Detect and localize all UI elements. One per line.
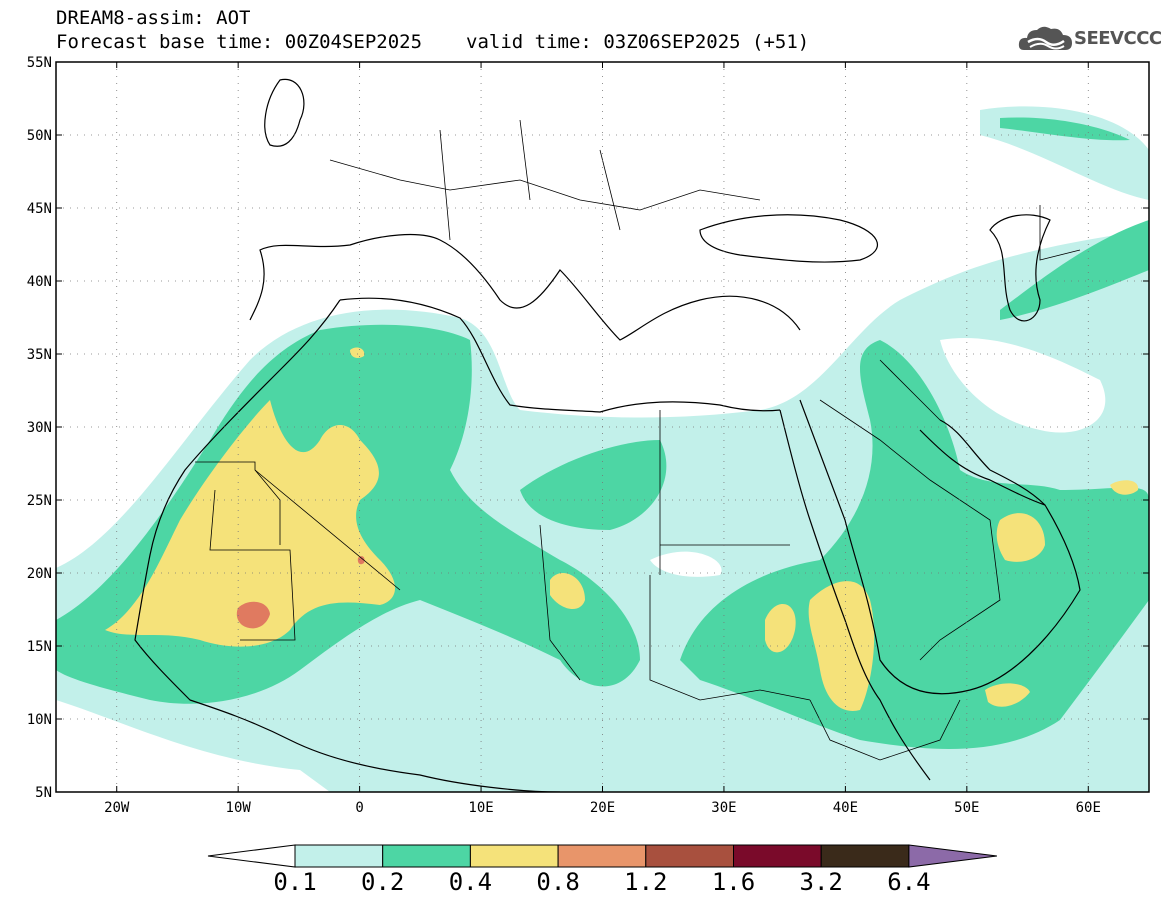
lat-tick-label: 50N bbox=[27, 128, 52, 144]
border-europe bbox=[329, 119, 761, 241]
coastlines bbox=[134, 78, 1081, 792]
colorbar-segment bbox=[645, 844, 734, 868]
border-algeria-mali bbox=[254, 469, 401, 591]
aot-band-high-chad bbox=[550, 572, 585, 610]
lon-tick-label: 60E bbox=[1076, 800, 1101, 816]
colorbar-label: 3.2 bbox=[799, 868, 843, 896]
coast-west-africa bbox=[134, 299, 561, 792]
map-header: DREAM8-assim: AOT Forecast base time: 00… bbox=[56, 6, 809, 54]
colorbar-segment bbox=[382, 844, 471, 868]
colorbar-over-triangle bbox=[908, 844, 997, 868]
lat-tick-label: 20N bbox=[27, 566, 52, 582]
valid-time: valid time: 03Z06SEP2025 (+51) bbox=[466, 31, 810, 53]
border-libya-chad bbox=[539, 524, 581, 681]
time-row: Forecast base time: 00Z04SEP2025 valid ti… bbox=[56, 30, 809, 54]
lat-ticks: 5N 10N 15N 20N 25N 30N 35N 40N 45N 50N 55N bbox=[27, 55, 1149, 801]
seevccc-logo: SEEVCCC bbox=[1018, 22, 1162, 58]
colorbar-segment bbox=[557, 844, 647, 868]
border-mauritania bbox=[209, 489, 296, 641]
aot-band-mid-caspian bbox=[1000, 220, 1149, 320]
lon-tick-label: 10E bbox=[468, 800, 493, 816]
lon-tick-label: 20W bbox=[104, 800, 130, 816]
colorbar-label: 1.6 bbox=[711, 868, 756, 896]
colorbar-label: 6.4 bbox=[887, 868, 931, 896]
aot-band-high-morocco bbox=[350, 347, 365, 358]
coast-caspian bbox=[989, 214, 1051, 322]
colorbar-under-triangle bbox=[207, 844, 296, 868]
colorbar bbox=[207, 844, 997, 868]
aot-band-peak-mali bbox=[236, 601, 270, 629]
lat-tick-label: 25N bbox=[27, 493, 52, 509]
lon-tick-label: 20E bbox=[590, 800, 615, 816]
border-ethiopia bbox=[809, 699, 961, 761]
lon-tick-label: 40E bbox=[833, 800, 858, 816]
map-title: DREAM8-assim: AOT bbox=[56, 7, 251, 29]
border-saudi bbox=[819, 399, 1001, 661]
border-sudan bbox=[649, 575, 811, 701]
aot-band-peak-algeria bbox=[357, 556, 365, 565]
lat-tick-label: 15N bbox=[27, 639, 52, 655]
aot-band-mid-north bbox=[1000, 117, 1130, 141]
lat-tick-label: 10N bbox=[27, 712, 52, 728]
aot-band-mid-libya bbox=[520, 440, 667, 530]
coast-persian-gulf bbox=[919, 429, 1046, 506]
aot-band-high-gulf bbox=[1110, 480, 1139, 495]
clear-area-sahel bbox=[650, 551, 722, 577]
clear-area-arabia bbox=[940, 338, 1106, 433]
lat-tick-label: 5N bbox=[35, 785, 52, 801]
colorbar-label: 1.2 bbox=[624, 868, 668, 896]
lat-tick-label: 35N bbox=[27, 347, 52, 363]
lon-tick-label: 50E bbox=[954, 800, 979, 816]
lat-tick-label: 40N bbox=[27, 274, 52, 290]
clear-area-south bbox=[56, 700, 330, 792]
coast-britain bbox=[264, 78, 305, 147]
lon-ticks: 20W 10W 0 10E 20E 30E 40E 50E 60E bbox=[104, 62, 1101, 816]
logo-text: SEEVCCC bbox=[1074, 28, 1162, 49]
aot-band-high-oman bbox=[996, 513, 1045, 562]
lon-tick-label: 10W bbox=[226, 800, 252, 816]
coast-north-africa bbox=[339, 297, 781, 413]
coast-red-sea-west bbox=[779, 409, 931, 781]
base-time: Forecast base time: 00Z04SEP2025 bbox=[56, 31, 423, 53]
cloud-icon bbox=[1018, 26, 1072, 50]
colorbar-label: 0.4 bbox=[448, 868, 493, 896]
coast-europe-south bbox=[249, 233, 801, 341]
colorbar-segment bbox=[294, 844, 384, 868]
aot-band-mid-east bbox=[680, 340, 1149, 749]
coast-black-sea bbox=[699, 214, 879, 263]
coast-arabia bbox=[799, 399, 1081, 695]
border-kazakhstan bbox=[1039, 205, 1081, 261]
colorbar-label: 0.1 bbox=[273, 868, 317, 896]
lon-tick-label: 0 bbox=[355, 800, 363, 816]
aot-field bbox=[56, 106, 1149, 792]
borders bbox=[195, 119, 1081, 761]
colorbar-segment bbox=[733, 844, 822, 868]
aot-band-high-sahara bbox=[105, 400, 395, 647]
colorbar-label: 0.8 bbox=[536, 868, 580, 896]
colorbar-segment bbox=[469, 844, 559, 868]
aot-band-high-somalia bbox=[985, 683, 1030, 707]
colorbar-segment bbox=[820, 844, 910, 868]
lat-tick-label: 55N bbox=[27, 55, 52, 71]
border-iraq-iran bbox=[879, 359, 941, 421]
lon-tick-label: 30E bbox=[711, 800, 736, 816]
lat-tick-label: 30N bbox=[27, 420, 52, 436]
lat-tick-label: 45N bbox=[27, 201, 52, 217]
aot-band-high-sudan bbox=[765, 603, 796, 653]
aot-band-high-red-sea bbox=[808, 581, 875, 711]
colorbar-label: 0.2 bbox=[361, 868, 405, 896]
